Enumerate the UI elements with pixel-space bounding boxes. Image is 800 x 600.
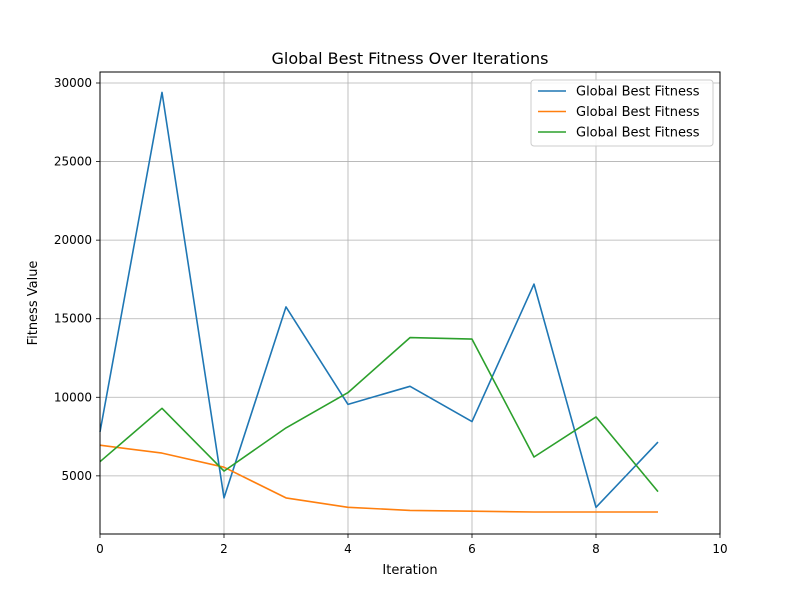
legend-label-1: Global Best Fitness: [576, 85, 700, 100]
x-tick-label: 0: [96, 542, 104, 556]
y-tick-label: 10000: [54, 390, 92, 404]
legend-label-3: Global Best Fitness: [576, 126, 700, 141]
x-tick-label: 8: [592, 542, 600, 556]
y-axis: 5000 10000 15000 20000 25000 30000: [54, 76, 100, 483]
plot-frame: [99, 71, 721, 535]
legend-box: [530, 79, 714, 147]
chart-title: Global Best Fitness Over Iterations: [272, 49, 549, 68]
y-tick-label: 15000: [54, 312, 92, 326]
series-line-2: [99, 444, 658, 513]
x-tick-label: 2: [220, 542, 228, 556]
series-layer: [99, 91, 659, 513]
y-tick-label: 20000: [54, 233, 92, 247]
series-line-3: [99, 336, 659, 493]
x-tick-label: 6: [468, 542, 476, 556]
series-line-1: [99, 91, 659, 509]
y-tick-label: 25000: [54, 155, 92, 169]
y-tick-label: 30000: [54, 76, 92, 90]
plot-area: [100, 72, 720, 534]
x-tick-label: 4: [344, 542, 352, 556]
x-axis: 0 2 4 6 8 10: [96, 534, 728, 556]
x-axis-label: Iteration: [382, 563, 437, 578]
legend: Global Best Fitness Global Best Fitness Gl…: [530, 79, 714, 147]
y-axis-label: Fitness Value: [26, 261, 41, 346]
legend-label-2: Global Best Fitness: [576, 105, 700, 120]
x-tick-label: 10: [712, 542, 727, 556]
y-tick-label: 5000: [61, 469, 92, 483]
